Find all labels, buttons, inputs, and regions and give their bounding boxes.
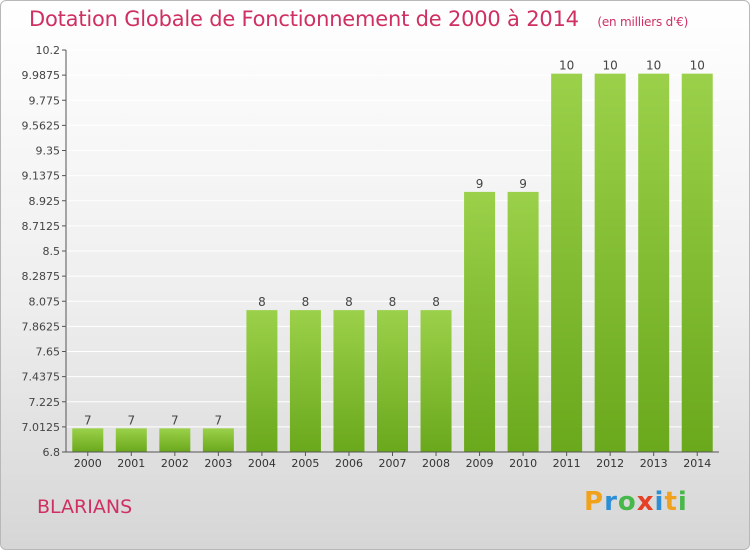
x-tick-label: 2013 bbox=[640, 457, 668, 470]
x-tick-label: 2003 bbox=[204, 457, 232, 470]
y-tick-label: 7.225 bbox=[29, 396, 61, 409]
x-tick-label: 2010 bbox=[509, 457, 537, 470]
bar bbox=[507, 191, 539, 452]
bar bbox=[289, 310, 321, 452]
y-tick-label: 7.4375 bbox=[22, 371, 61, 384]
bar bbox=[115, 428, 147, 452]
bar bbox=[333, 310, 365, 452]
bar-value-label: 7 bbox=[215, 413, 223, 427]
bar-value-label: 9 bbox=[476, 177, 484, 191]
bar-value-label: 8 bbox=[432, 295, 440, 309]
y-tick-label: 6.8 bbox=[43, 446, 61, 459]
x-tick-label: 2001 bbox=[117, 457, 145, 470]
x-tick-label: 2014 bbox=[683, 457, 711, 470]
bar-value-label: 7 bbox=[171, 413, 179, 427]
bar-value-label: 10 bbox=[646, 59, 661, 73]
x-tick-label: 2002 bbox=[161, 457, 189, 470]
y-tick-label: 10.2 bbox=[36, 44, 61, 57]
y-tick-label: 8.5 bbox=[43, 245, 61, 258]
y-tick-label: 8.075 bbox=[29, 295, 61, 308]
proxiti-logo[interactable]: Proxiti bbox=[584, 487, 688, 517]
y-tick-label: 9.9875 bbox=[22, 69, 61, 82]
x-tick-label: 2008 bbox=[422, 457, 450, 470]
bar-value-label: 9 bbox=[519, 177, 527, 191]
bar bbox=[377, 310, 408, 452]
bar bbox=[420, 310, 452, 452]
y-tick-label: 7.8625 bbox=[22, 320, 61, 333]
chart-title: Dotation Globale de Fonctionnement de 20… bbox=[29, 7, 688, 31]
x-tick-label: 2004 bbox=[248, 457, 276, 470]
y-tick-label: 7.65 bbox=[36, 346, 61, 359]
bar bbox=[551, 73, 583, 452]
x-tick-label: 2006 bbox=[335, 457, 363, 470]
bar bbox=[159, 428, 191, 452]
y-tick-label: 7.0125 bbox=[22, 421, 61, 434]
x-tick-label: 2012 bbox=[596, 457, 624, 470]
y-tick-label: 9.775 bbox=[29, 94, 61, 107]
bar bbox=[594, 73, 626, 452]
bar bbox=[638, 73, 670, 452]
x-tick-label: 2000 bbox=[74, 457, 102, 470]
chart-title-text: Dotation Globale de Fonctionnement de 20… bbox=[29, 7, 579, 31]
y-tick-label: 9.5625 bbox=[22, 119, 61, 132]
chart-subtitle: (en milliers d'€) bbox=[597, 15, 689, 29]
x-tick-label: 2005 bbox=[291, 457, 319, 470]
bar-value-label: 10 bbox=[603, 59, 618, 73]
commune-name: BLARIANS bbox=[37, 496, 133, 518]
x-tick-label: 2007 bbox=[379, 457, 407, 470]
bar bbox=[681, 73, 713, 452]
y-tick-label: 9.1375 bbox=[22, 170, 61, 183]
x-tick-label: 2011 bbox=[553, 457, 581, 470]
bar-value-label: 10 bbox=[690, 59, 705, 73]
y-tick-label: 8.925 bbox=[29, 195, 61, 208]
y-tick-label: 8.7125 bbox=[22, 220, 61, 233]
bar bbox=[246, 310, 278, 452]
bar-value-label: 8 bbox=[258, 295, 266, 309]
bar bbox=[202, 428, 234, 452]
bar bbox=[72, 428, 104, 452]
bar-value-label: 8 bbox=[345, 295, 353, 309]
bar-value-label: 7 bbox=[127, 413, 135, 427]
bar-value-label: 8 bbox=[302, 295, 310, 309]
y-tick-label: 8.2875 bbox=[22, 270, 61, 283]
y-tick-label: 9.35 bbox=[36, 145, 61, 158]
x-tick-label: 2009 bbox=[466, 457, 494, 470]
bar bbox=[464, 191, 496, 452]
bar-value-label: 10 bbox=[559, 59, 574, 73]
bar-value-label: 7 bbox=[84, 413, 92, 427]
bar-value-label: 8 bbox=[389, 295, 397, 309]
